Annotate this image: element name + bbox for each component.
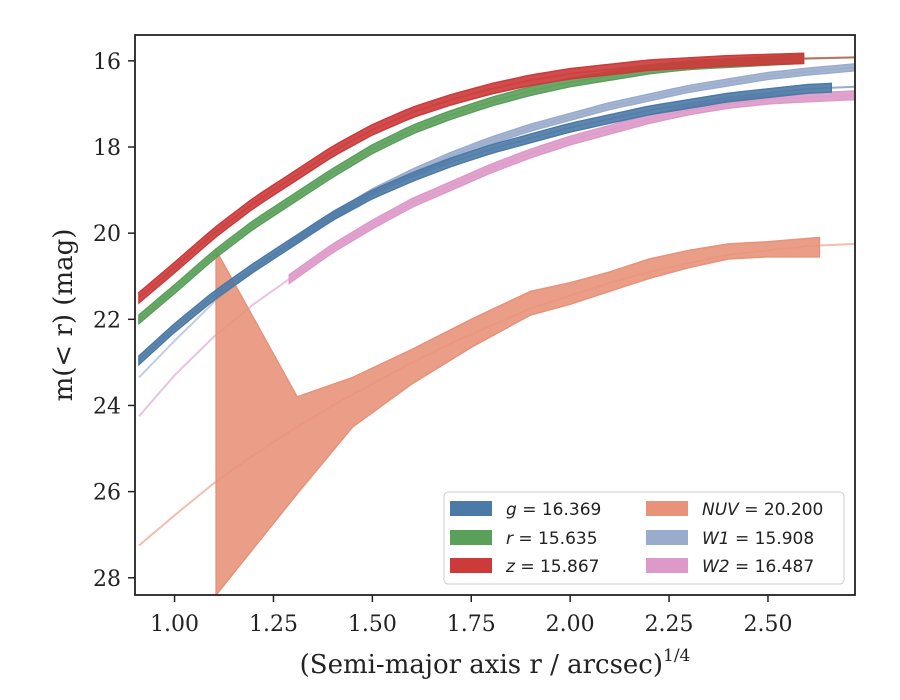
data-band-z: [138, 52, 805, 305]
y-tick-label: 20: [93, 222, 121, 247]
data-band-nuv: [215, 236, 821, 595]
data-band-g: [138, 82, 833, 367]
y-axis-label: m(< r) (mag): [49, 229, 79, 402]
x-axis-ticks: 1.00 1.25 1.50 1.75 2.00 2.25 2.50: [150, 595, 792, 637]
legend-box: [443, 491, 845, 585]
legend-label-nuv: NUV = 20.200: [702, 500, 823, 520]
legend-swatch-z: [450, 558, 492, 573]
legend-label-g: g = 16.369: [506, 500, 601, 520]
legend: g = 16.369 r = 15.635 z = 15.867 NUV = 20.2…: [443, 491, 845, 585]
legend-swatch-r: [450, 530, 492, 545]
x-tick-label: 1.50: [348, 612, 397, 637]
legend-swatch-w1: [646, 530, 688, 545]
x-tick-label: 2.25: [645, 612, 694, 637]
y-tick-label: 16: [93, 50, 121, 75]
x-tick-label: 1.25: [249, 612, 298, 637]
y-axis-ticks: 16 18 20 22 24 26 28: [93, 50, 135, 592]
data-band-w2: [288, 90, 855, 285]
plot-area: [138, 52, 855, 595]
x-tick-label: 1.75: [447, 612, 496, 637]
x-tick-label: 2.00: [546, 612, 595, 637]
y-tick-label: 26: [93, 481, 121, 506]
x-tick-label: 2.50: [743, 612, 792, 637]
legend-swatch-w2: [646, 558, 688, 573]
legend-label-w2: W2 = 16.487: [702, 557, 814, 577]
x-tick-label: 1.00: [150, 612, 199, 637]
x-axis-label: (Semi-major axis r / arcsec)1/4: [300, 646, 691, 680]
plot-frame: [134, 34, 856, 596]
y-tick-label: 28: [93, 567, 121, 592]
y-tick-label: 18: [93, 136, 121, 161]
legend-label-z: z = 15.867: [505, 557, 599, 577]
y-tick-label: 22: [93, 308, 121, 333]
legend-swatch-g: [450, 501, 492, 516]
y-tick-label: 24: [93, 394, 121, 419]
legend-label-w1: W1 = 15.908: [702, 529, 814, 549]
x-axis-label-exponent: 1/4: [663, 646, 690, 666]
legend-swatch-nuv: [646, 501, 688, 516]
legend-label-r: r = 15.635: [506, 529, 598, 549]
